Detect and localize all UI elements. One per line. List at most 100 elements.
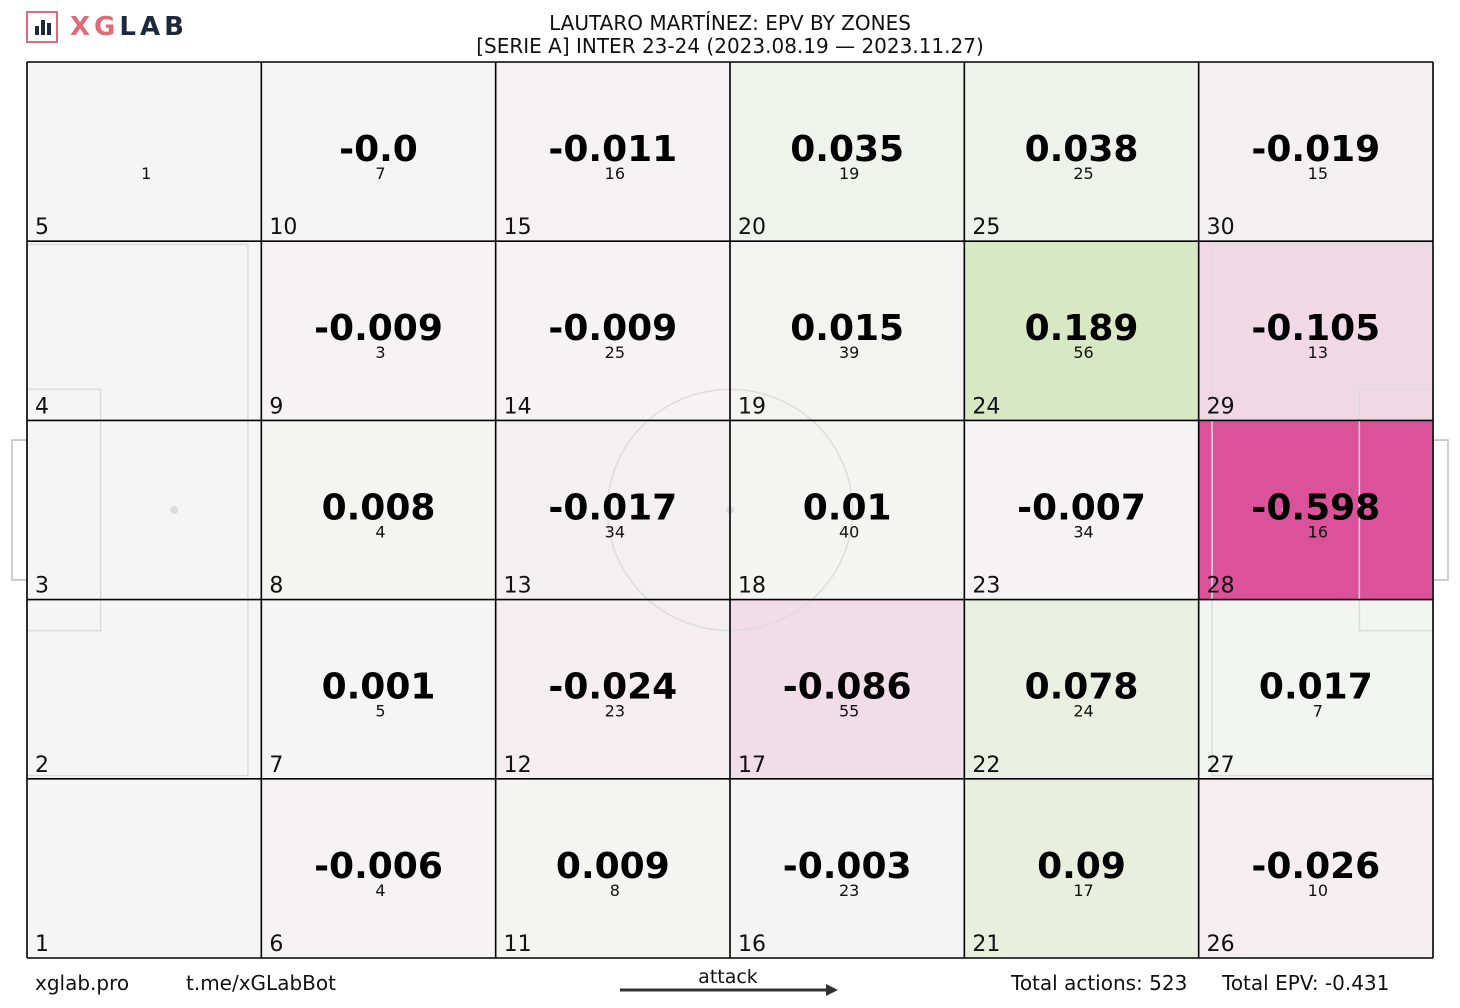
zone-cell [730,599,965,779]
zone-number: 11 [504,932,532,957]
zone-number: 26 [1207,932,1235,957]
zone-number: 22 [972,753,1000,778]
zone-epv-value: -0.017 [548,487,677,528]
zone-cell [1198,241,1433,421]
zone-action-count: 25 [605,343,625,362]
zone-action-count: 34 [605,522,625,541]
zone-action-count: 7 [1313,702,1323,721]
zone-epv-value: -0.0 [339,129,418,170]
zone-epv-value: 0.017 [1259,667,1373,708]
zone-action-count: 19 [839,164,859,183]
pitch-zones-heatmap: 1234516-0.006470.001580.00849-0.009310-0… [11,61,1449,959]
zone-epv-value: -0.086 [783,667,912,708]
zone-action-count: 16 [1308,522,1328,541]
zone-number: 9 [269,394,283,419]
zone-cell [964,599,1199,779]
zone-epv-value: 0.008 [322,487,436,528]
bot-link[interactable]: t.me/xGLabBot [186,971,336,995]
zone-number: 25 [972,215,1000,240]
zone-number: 5 [35,215,49,240]
zone-action-count: 23 [605,702,625,721]
zone-number: 17 [738,753,766,778]
zone-number: 1 [35,932,49,957]
zone-number: 23 [972,574,1000,599]
zone-number: 24 [972,394,1000,419]
zone-number: 12 [504,753,532,778]
zone-cell [495,62,730,242]
zone-action-count: 7 [375,164,385,183]
zone-cell [964,62,1199,242]
zone-number: 13 [504,574,532,599]
zone-epv-value: -0.598 [1251,487,1380,528]
zone-cell [1198,62,1433,242]
attack-label: attack [698,966,758,988]
zone-epv-value: -0.019 [1251,129,1380,170]
zone-number: 21 [972,932,1000,957]
zone-cell [495,778,730,958]
zone-cell [730,420,965,600]
zone-number: 16 [738,932,766,957]
zone-cell [27,62,262,242]
zone-cell [730,241,965,421]
zone-action-count: 34 [1073,522,1093,541]
zone-number: 29 [1207,394,1235,419]
zone-action-count: 4 [375,881,385,900]
zone-cell [261,241,496,421]
zone-action-count: 16 [605,164,625,183]
zone-action-count: 15 [1308,164,1328,183]
zone-epv-value: -0.007 [1017,487,1146,528]
zone-cell [27,420,262,600]
zone-epv-value: 0.035 [790,129,904,170]
zone-action-count: 5 [375,702,385,721]
zone-action-count: 25 [1073,164,1093,183]
goal [1432,439,1449,581]
zone-epv-value: 0.01 [803,487,892,528]
zone-cell [1198,778,1433,958]
zone-number: 19 [738,394,766,419]
zone-number: 10 [269,215,297,240]
zone-action-count: 8 [610,881,620,900]
zone-epv-value: 0.078 [1025,667,1139,708]
zone-number: 6 [269,932,283,957]
zone-number: 30 [1207,215,1235,240]
zone-action-count: 56 [1073,343,1093,362]
bar-chart-icon [26,11,58,43]
zone-action-count: 17 [1073,881,1093,900]
logo-main-text: LAB [119,12,188,42]
zone-epv-value: -0.026 [1251,846,1380,887]
zone-action-count: 23 [839,881,859,900]
zone-action-count: 4 [375,522,385,541]
zone-cell [495,241,730,421]
zone-action-count: 13 [1308,343,1328,362]
zone-action-count: 40 [839,522,859,541]
zone-number: 28 [1207,574,1235,599]
title-line-2: [SERIE A] INTER 23-24 (2023.08.19 — 2023… [476,34,984,58]
zone-epv-value: -0.024 [548,667,677,708]
zone-cell [730,778,965,958]
zone-action-count: 55 [839,702,859,721]
site-link[interactable]: xglab.pro [35,971,130,995]
zone-cell [964,778,1199,958]
zone-number: 27 [1207,753,1235,778]
zone-epv-value: -0.009 [314,308,443,349]
zone-epv-value: -0.009 [548,308,677,349]
zone-cell [261,62,496,242]
zone-cell [1198,420,1433,600]
zone-number: 15 [504,215,532,240]
zone-action-count: 24 [1073,702,1093,721]
zone-number: 2 [35,753,49,778]
zone-epv-value: -0.006 [314,846,443,887]
zone-epv-value: 0.189 [1025,308,1139,349]
zone-cell [495,599,730,779]
zone-epv-value: -0.003 [783,846,912,887]
zone-cell [1198,599,1433,779]
zone-action-count: 1 [141,164,151,183]
zone-cell [27,599,262,779]
penalty-spot [170,506,179,514]
zone-epv-value: 0.015 [790,308,904,349]
zone-epv-value: 0.001 [322,667,436,708]
zone-cell [495,420,730,600]
zone-cell [261,778,496,958]
zone-epv-value: 0.09 [1037,846,1126,887]
zone-action-count: 10 [1308,881,1328,900]
